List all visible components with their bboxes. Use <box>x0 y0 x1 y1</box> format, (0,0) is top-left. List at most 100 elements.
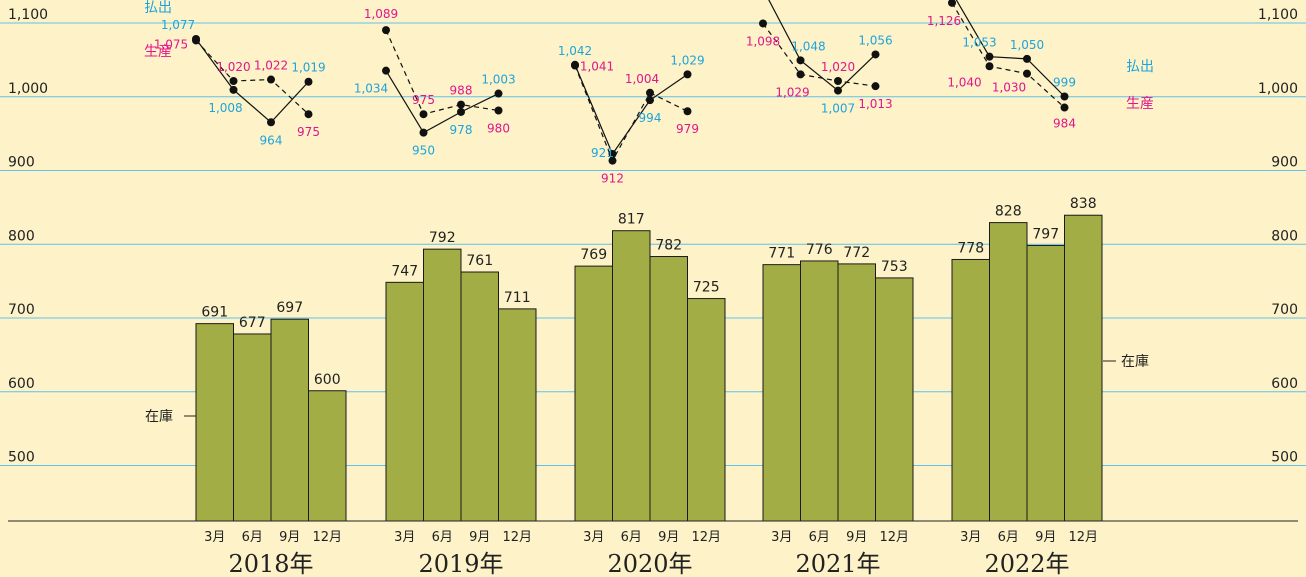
legend-shipment-right: 払出 <box>1126 59 1154 75</box>
quarter-label: 3月 <box>394 530 415 545</box>
shipment-point <box>1060 92 1069 101</box>
shipment-point <box>871 50 880 59</box>
inventory-bar-label: 828 <box>995 204 1022 220</box>
production-value-label: 988 <box>450 84 473 98</box>
year-label: 2019年 <box>418 550 503 577</box>
inventory-bars <box>195 214 1103 522</box>
production-line <box>574 65 688 163</box>
quarter-label: 12月 <box>691 530 721 545</box>
shipment-point <box>457 107 465 116</box>
quarter-label: 9月 <box>846 530 867 545</box>
production-value-label: 1,029 <box>775 85 809 99</box>
year-label: 2021年 <box>795 550 880 577</box>
quarter-label: 6月 <box>809 530 830 545</box>
shipment-value-label: 1,029 <box>670 53 704 67</box>
inventory-bar-label: 697 <box>276 300 303 316</box>
y-tick-label-left: 800 <box>8 228 35 244</box>
production-point <box>382 26 390 35</box>
production-line <box>385 29 499 115</box>
inventory-bar <box>385 281 424 522</box>
inventory-bar-label: 600 <box>314 372 341 388</box>
production-line <box>951 2 1065 108</box>
inventory-bar <box>498 308 537 522</box>
inventory-bar <box>989 222 1028 522</box>
shipment-value-label: 1,048 <box>791 39 825 53</box>
production-value-label: 1,020 <box>216 60 250 74</box>
quarter-label: 3月 <box>771 530 792 545</box>
inventory-bar <box>270 318 309 522</box>
shipment-line <box>955 0 1065 97</box>
shipment-point <box>796 56 805 65</box>
shipment-value-label: 978 <box>450 123 473 137</box>
production-value-label: 1,022 <box>254 59 288 73</box>
production-value-label: 1,098 <box>746 34 780 48</box>
y-tick-label-right: 1,100 <box>1258 7 1298 23</box>
production-point <box>229 77 238 85</box>
inventory-bar-label: 711 <box>504 290 531 306</box>
inventory-bar <box>233 333 272 522</box>
inventory-bar-label: 677 <box>239 315 266 331</box>
inventory-bar-label: 797 <box>1032 226 1059 242</box>
shipment-value-label: 1,034 <box>354 82 388 96</box>
production-point <box>608 156 617 165</box>
quarter-label: 12月 <box>879 530 909 545</box>
shipment-value-label: 1,077 <box>161 18 195 32</box>
inventory-bar <box>837 263 876 522</box>
shipment-point <box>304 77 313 86</box>
shipment-value-label: 1,019 <box>291 61 325 75</box>
production-point <box>192 36 200 45</box>
inventory-bar-label: 782 <box>655 238 682 254</box>
y-tick-label-left: 600 <box>8 376 35 392</box>
y-tick-label-left: 500 <box>8 450 35 466</box>
y-tick-label-right: 1,000 <box>1258 81 1298 97</box>
quarter-label: 9月 <box>279 530 300 545</box>
year-label: 2020年 <box>607 550 692 577</box>
inventory-bar-label: 771 <box>768 246 795 262</box>
legend-production-right: 生産 <box>1126 96 1154 112</box>
year-label: 2018年 <box>228 550 313 577</box>
axes: 1,100 1,100 1,000 1,000 900 900 800 800 700 700 60… <box>8 7 1298 577</box>
production-line <box>762 23 876 87</box>
data-labels: 691 677 697 600 747 792 761 711 769 817 782 725 771 7… <box>154 7 1097 388</box>
flow-lines <box>192 0 1069 165</box>
quarter-label: 12月 <box>502 530 532 545</box>
inventory-bar-label: 778 <box>957 240 984 256</box>
shipment-value-label: 994 <box>639 111 662 125</box>
y-tick-label-left: 1,000 <box>8 81 48 97</box>
legend-inventory-left: 在庫 <box>145 408 173 425</box>
shipment-point <box>985 52 994 61</box>
production-value-label: 912 <box>601 172 624 186</box>
production-value-label: 984 <box>1053 117 1076 131</box>
shipment-value-label: 1,003 <box>481 73 515 87</box>
shipment-point <box>494 89 503 98</box>
quarter-label: 12月 <box>1068 530 1098 545</box>
y-tick-label-left: 900 <box>8 155 35 171</box>
inventory-bar <box>460 271 499 522</box>
production-line <box>195 40 309 115</box>
production-value-label: 1,004 <box>625 72 659 86</box>
inventory-bar <box>574 265 613 522</box>
production-value-label: 1,020 <box>821 60 855 74</box>
production-point <box>683 107 692 116</box>
shipment-value-label: 950 <box>412 144 435 158</box>
shipment-line <box>385 70 499 134</box>
inventory-bar <box>800 260 839 522</box>
shipment-line <box>574 64 688 156</box>
production-value-label: 975 <box>297 125 320 139</box>
quarter-label: 9月 <box>469 530 490 545</box>
shipment-value-label: 1,053 <box>962 36 996 50</box>
inventory-bar-label: 725 <box>693 280 720 296</box>
y-tick-label-right: 900 <box>1271 155 1298 171</box>
production-point <box>985 62 994 71</box>
shipment-value-label: 999 <box>1053 75 1076 89</box>
quarter-label: 6月 <box>432 530 453 545</box>
year-label: 2022年 <box>984 550 1069 577</box>
shipment-point <box>1023 54 1031 63</box>
inventory-bar-label: 753 <box>881 259 908 275</box>
quarter-label: 9月 <box>658 530 679 545</box>
production-point <box>457 100 465 109</box>
production-point <box>419 110 428 119</box>
legend-shipment-left: 払出 <box>144 0 172 16</box>
inventory-bar <box>1026 244 1065 522</box>
